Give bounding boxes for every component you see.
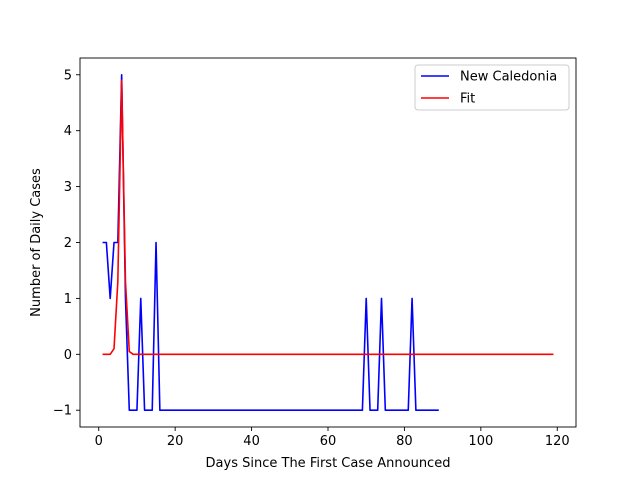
legend-label-1: Fit xyxy=(460,92,475,107)
series-line-0 xyxy=(102,73,439,412)
x-tick-label-5: 100 xyxy=(468,434,493,449)
y-tick-label-2: 1 xyxy=(64,292,72,307)
y-tick-label-6: 5 xyxy=(64,68,72,83)
x-tick-label-1: 20 xyxy=(167,434,184,449)
plot-area xyxy=(80,58,576,427)
y-tick-label-0: −1 xyxy=(53,404,72,419)
x-tick-label-0: 0 xyxy=(95,434,103,449)
y-tick-label-1: 0 xyxy=(64,348,72,363)
legend-label-0: New Caledonia xyxy=(460,70,557,85)
axes-layer: 0 20 40 60 80 100 120 −1 0 1 2 3 4 5 xyxy=(53,57,577,449)
y-tick-label-3: 2 xyxy=(64,236,72,251)
x-tick-label-2: 40 xyxy=(243,434,260,449)
y-tick-label-5: 4 xyxy=(64,124,72,139)
y-axis-label: Number of Daily Cases xyxy=(29,168,44,317)
y-tick-label-4: 3 xyxy=(64,180,72,195)
x-axis-label: Days Since The First Case Announced xyxy=(206,456,451,471)
x-tick-label-3: 60 xyxy=(320,434,337,449)
x-tick-label-4: 80 xyxy=(396,434,413,449)
series-line-1 xyxy=(102,79,554,356)
legend-box xyxy=(414,64,570,111)
series-layer xyxy=(102,73,554,412)
legend: New Caledonia Fit xyxy=(414,64,570,111)
x-tick-label-6: 120 xyxy=(545,434,570,449)
